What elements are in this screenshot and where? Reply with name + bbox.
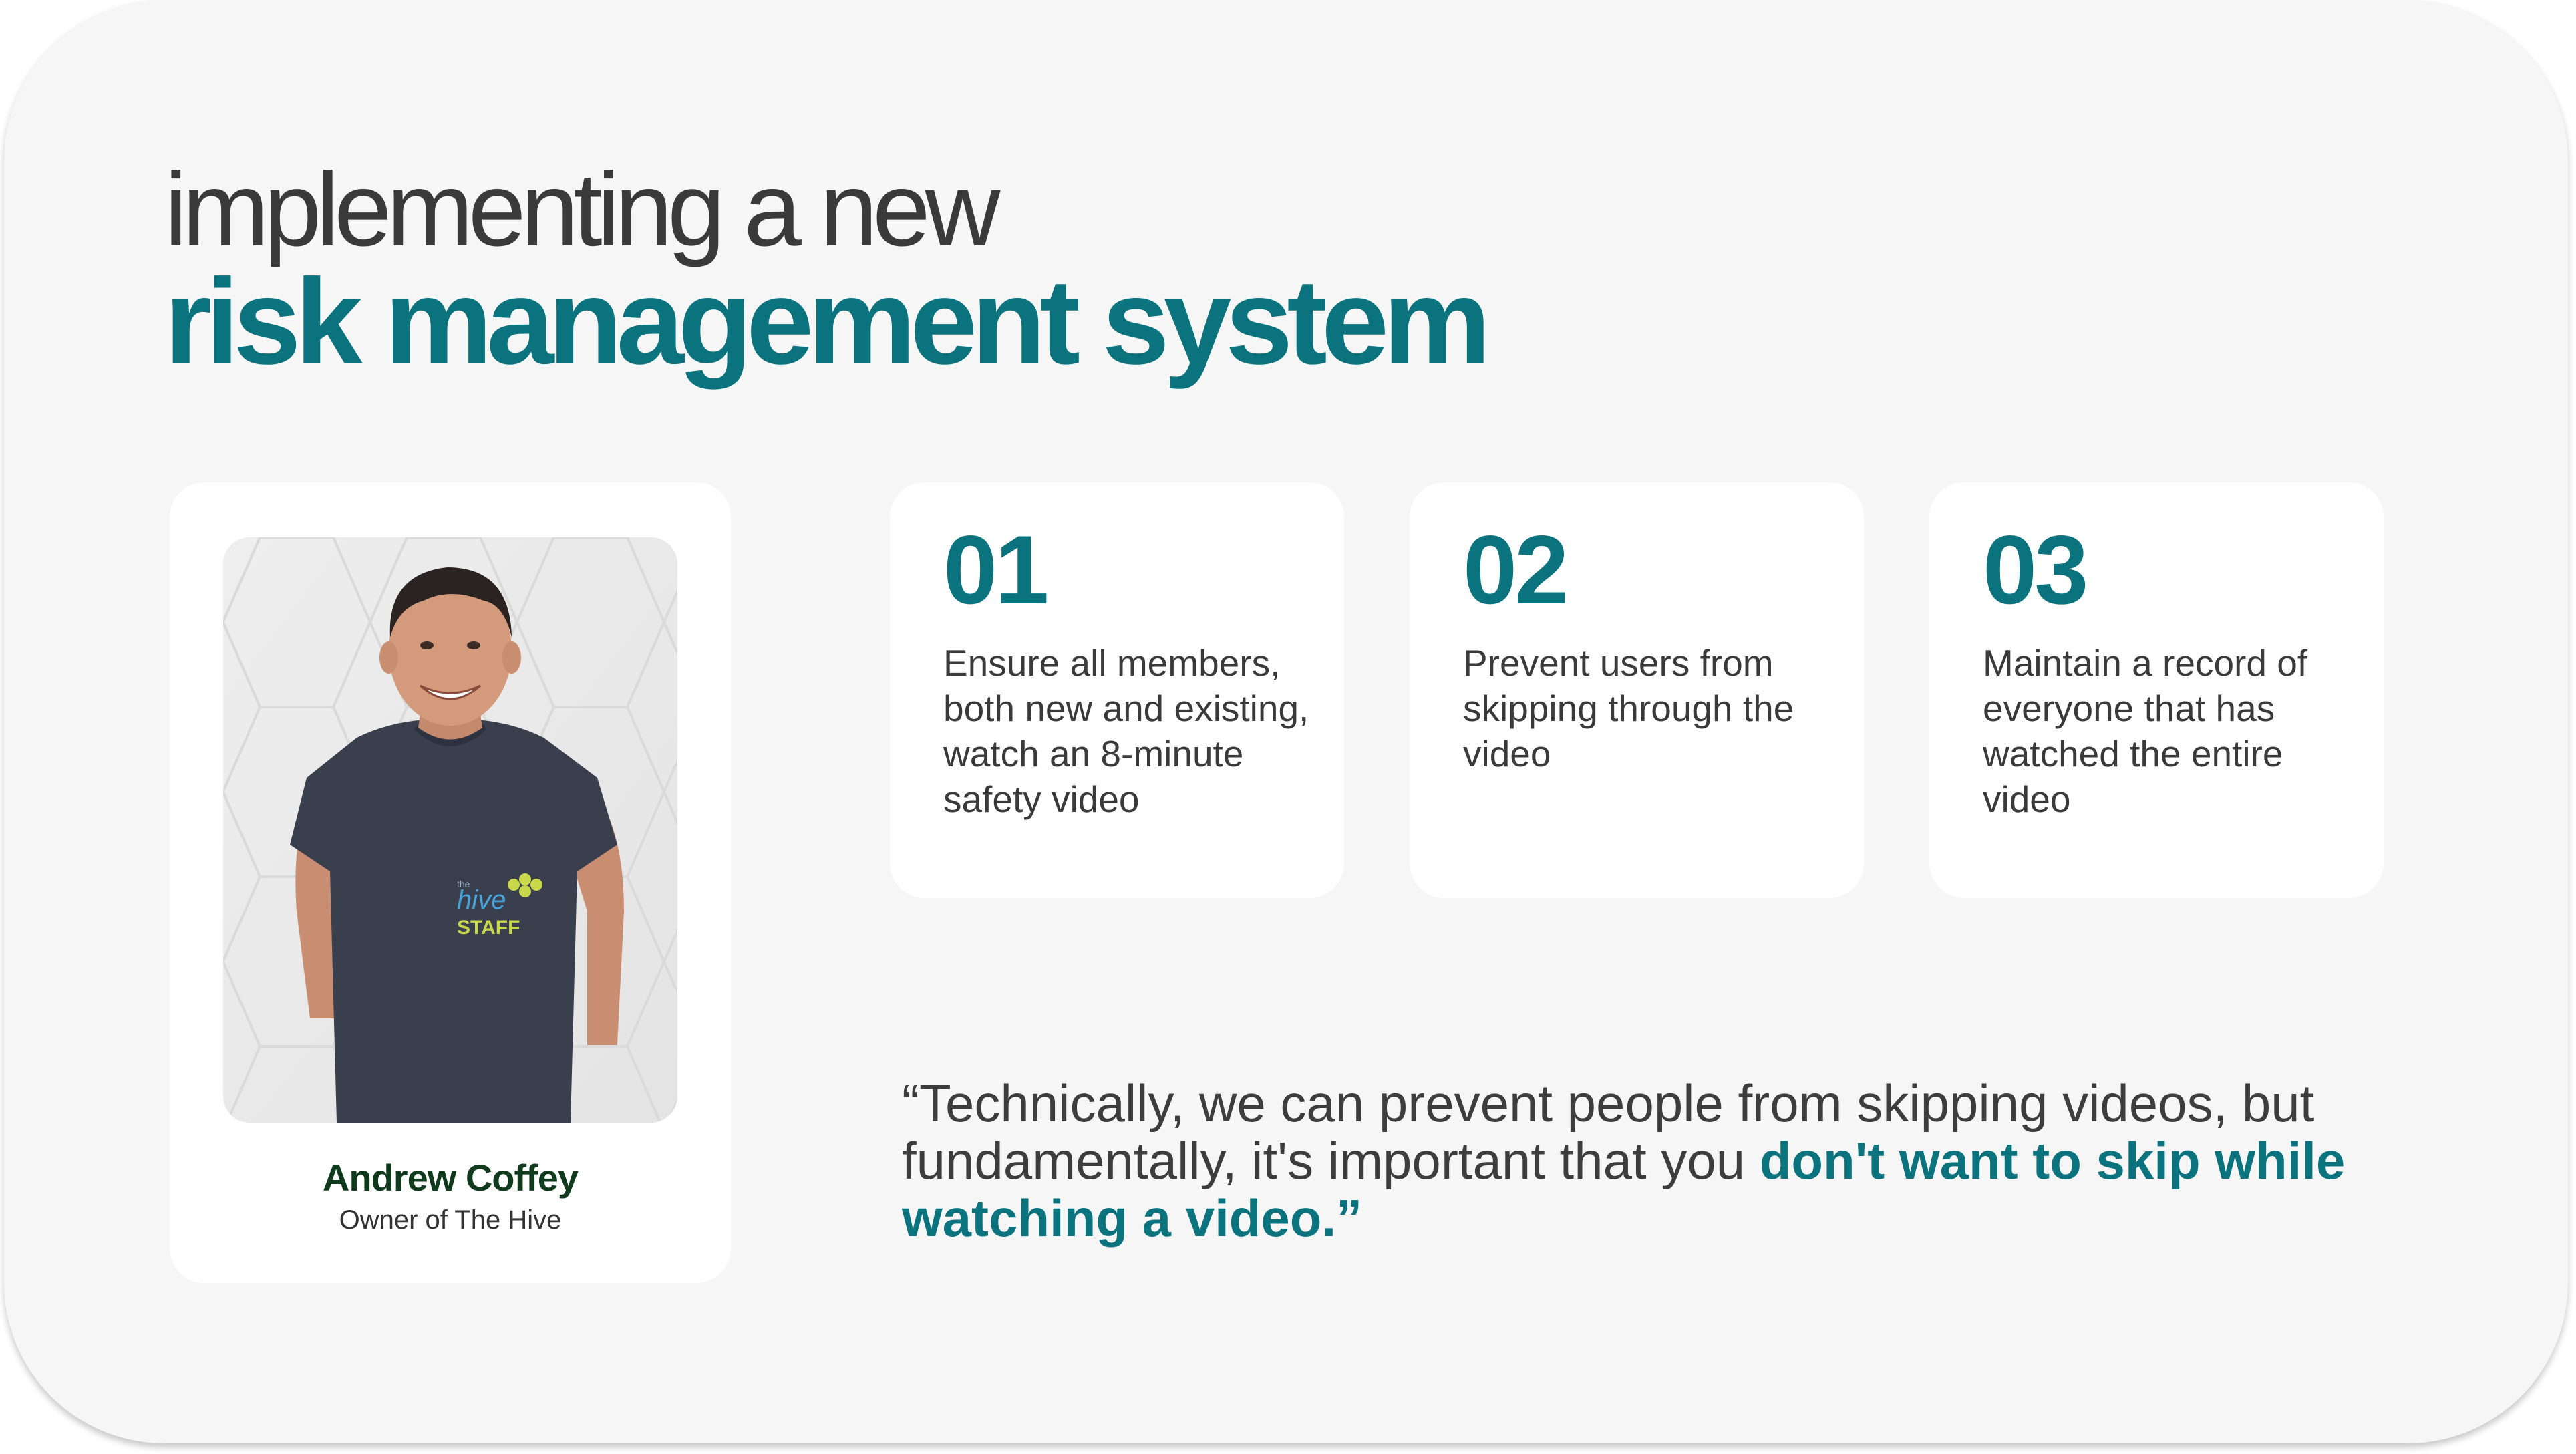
profile-role: Owner of The Hive bbox=[339, 1205, 562, 1235]
slide-card: implementing a new risk management syste… bbox=[4, 0, 2568, 1443]
heading-line-2: risk management system bbox=[164, 253, 1491, 390]
quote-highlight: don't want to skip while watching a vide… bbox=[902, 1131, 2346, 1248]
shirt-logo-staff: STAFF bbox=[457, 917, 520, 939]
shirt-logo-word: hive bbox=[457, 885, 506, 915]
step-number: 02 bbox=[1463, 515, 1569, 624]
heading-line-1: implementing a new bbox=[164, 152, 1000, 268]
step-card-3: 03 Maintain a record of everyone that ha… bbox=[1929, 482, 2384, 898]
step-text: Prevent users from skipping through the … bbox=[1463, 642, 1794, 774]
step-number: 03 bbox=[1983, 515, 2088, 624]
testimonial-quote: “Technically, we can prevent people from… bbox=[902, 1074, 2438, 1247]
profile-card: the hive STAFF Andrew Coffey Owner of Th… bbox=[170, 482, 731, 1283]
profile-name: Andrew Coffey bbox=[322, 1157, 579, 1199]
profile-photo: the hive STAFF bbox=[223, 537, 677, 1123]
step-number: 01 bbox=[943, 515, 1049, 624]
step-text: Maintain a record of everyone that has w… bbox=[1983, 642, 2308, 820]
step-text: Ensure all members, both new and existin… bbox=[943, 642, 1309, 820]
shirt-logo-small: the bbox=[457, 879, 470, 889]
step-card-1: 01 Ensure all members, both new and exis… bbox=[890, 482, 1344, 898]
step-card-2: 02 Prevent users from skipping through t… bbox=[1410, 482, 1864, 898]
quote-text: “Technically, we can prevent people from… bbox=[902, 1074, 2315, 1190]
